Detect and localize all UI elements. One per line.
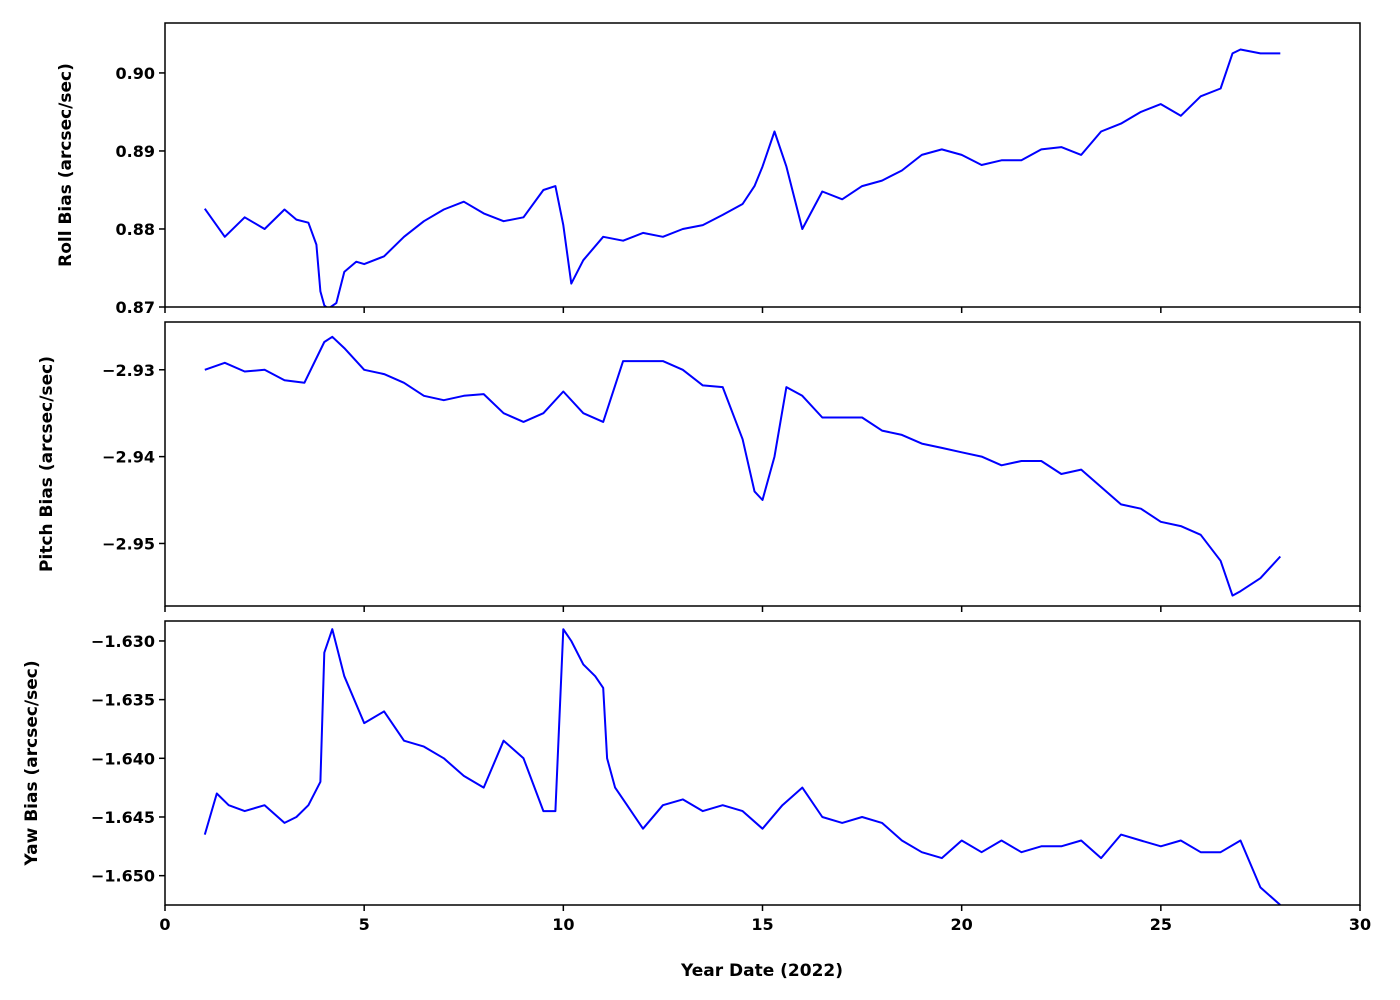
yaw-series-line [203,628,1281,905]
yaw-y-axis-label: Yaw Bias (arcsec/sec) [22,660,42,866]
yaw-y-tick-label: −1.650 [91,867,155,886]
x-tick-label: 0 [159,915,170,934]
yaw-y-ticks: −1.630 −1.635 −1.640 −1.645 −1.650 [91,632,165,886]
yaw-series-group [203,628,1281,905]
pitch-series-group [204,335,1282,597]
pitch-y-axis-label: Pitch Bias (arcsec/sec) [37,356,57,572]
x-tick-label: 5 [359,915,370,934]
yaw-y-tick-label: −1.645 [91,808,155,827]
pitch-plot-frame [164,321,1361,607]
roll-y-axis-label: Roll Bias (arcsec/sec) [56,63,76,267]
pitch-x-ticks [164,606,1361,612]
roll-y-tick-label: 0.87 [116,298,155,317]
roll-series-group [203,48,1281,307]
yaw-x-ticks: 0 5 10 15 20 25 30 [159,905,1371,934]
roll-panel: 0.87 0.88 0.89 0.90 Roll Bias (arcsec/sec) [56,22,1361,317]
pitch-y-tick-label: −2.95 [102,534,155,553]
yaw-plot-frame [164,620,1361,906]
roll-y-tick-label: 0.88 [116,220,155,239]
x-tick-label: 15 [751,915,773,934]
x-tick-label: 25 [1150,915,1172,934]
roll-y-tick-label: 0.90 [116,64,155,83]
x-axis-label: Year Date (2022) [680,961,843,981]
yaw-y-tick-label: −1.635 [91,691,155,710]
pitch-y-tick-label: −2.93 [102,361,155,380]
pitch-series-line [204,335,1282,597]
x-tick-label: 30 [1349,915,1371,934]
yaw-y-tick-label: −1.630 [91,632,155,651]
pitch-y-tick-label: −2.94 [102,448,155,467]
roll-x-ticks [164,307,1361,313]
x-tick-label: 20 [951,915,973,934]
pitch-y-ticks: −2.93 −2.94 −2.95 [102,361,165,553]
roll-y-tick-label: 0.89 [116,142,155,161]
roll-series-line [203,48,1281,307]
yaw-y-tick-label: −1.640 [91,749,155,768]
x-tick-label: 10 [552,915,574,934]
pitch-panel: −2.93 −2.94 −2.95 Pitch Bias (arcsec/sec) [37,321,1361,612]
roll-y-ticks: 0.87 0.88 0.89 0.90 [116,64,165,317]
yaw-panel: −1.630 −1.635 −1.640 −1.645 −1.650 0 5 10 15 20 2… [22,620,1371,981]
